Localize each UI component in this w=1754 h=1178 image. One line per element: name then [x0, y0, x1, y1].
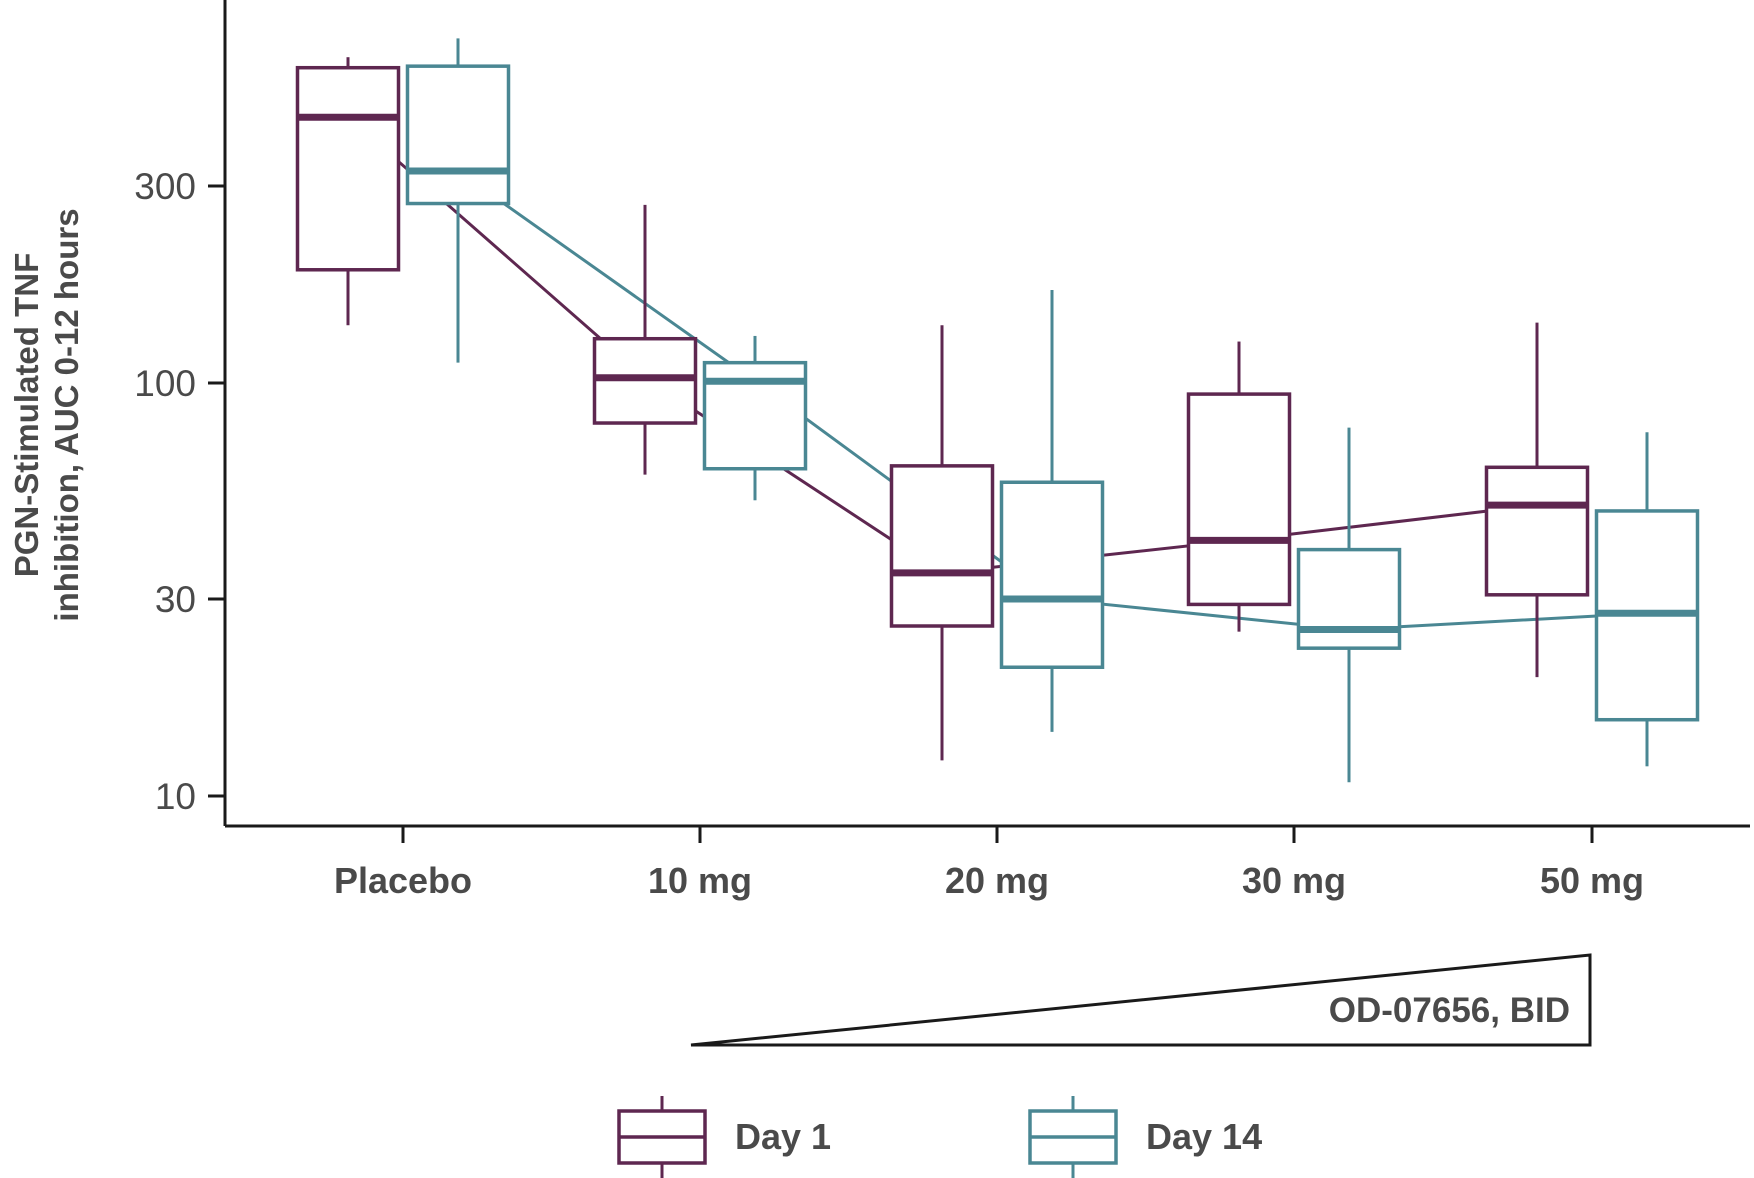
dose-label: OD-07656, BID — [1329, 991, 1570, 1030]
legend-label: Day 14 — [1146, 1116, 1262, 1157]
box-iqr — [295, 65, 401, 272]
x-tick-label: 10 mg — [648, 860, 752, 901]
dose-indicator: OD-07656, BID — [690, 953, 1592, 1047]
legend-item-day-1: Day 1 — [617, 1096, 831, 1178]
box-day-1 — [1484, 322, 1590, 678]
y-tick-label: 300 — [134, 166, 196, 207]
y-tick-label: 10 — [155, 776, 196, 817]
box-iqr — [1186, 392, 1292, 607]
box-day-1 — [295, 57, 401, 326]
box-iqr — [889, 464, 995, 628]
box-day-14 — [405, 38, 511, 363]
x-tick-label: 30 mg — [1242, 860, 1346, 901]
y-axis: 10 30 100 300 — [134, 0, 227, 826]
box-day-14 — [999, 289, 1105, 732]
box-iqr — [1296, 547, 1402, 650]
box-day-14 — [702, 335, 808, 501]
legend-item-day-14: Day 14 — [1028, 1096, 1262, 1178]
legend: Day 1 Day 14 — [617, 1096, 1262, 1178]
y-axis-title-line-1: PGN-Stimulated TNF — [8, 253, 45, 578]
x-axis: Placebo 10 mg 20 mg 30 mg 50 mg — [225, 824, 1750, 901]
y-tick-label: 30 — [155, 579, 196, 620]
box-iqr — [405, 64, 511, 206]
y-tick-label: 100 — [134, 363, 196, 404]
box-day-14 — [1594, 432, 1700, 767]
box-day-1 — [1186, 341, 1292, 632]
x-tick-label: 20 mg — [945, 860, 1049, 901]
dose-triangle — [690, 953, 1592, 1047]
y-axis-title: PGN-Stimulated TNF inhibition, AUC 0-12 h… — [8, 208, 85, 621]
box-day-1 — [592, 204, 698, 475]
y-axis-title-line-2: inhibition, AUC 0-12 hours — [48, 208, 85, 621]
box-day-14 — [1296, 427, 1402, 783]
box-iqr — [1484, 465, 1590, 597]
boxes — [295, 38, 1700, 783]
legend-label: Day 1 — [735, 1116, 831, 1157]
median-lines — [347, 116, 1648, 632]
box-iqr — [999, 480, 1105, 669]
box-day-1 — [889, 325, 995, 761]
x-tick-label: Placebo — [334, 860, 472, 901]
x-tick-label: 50 mg — [1540, 860, 1644, 901]
